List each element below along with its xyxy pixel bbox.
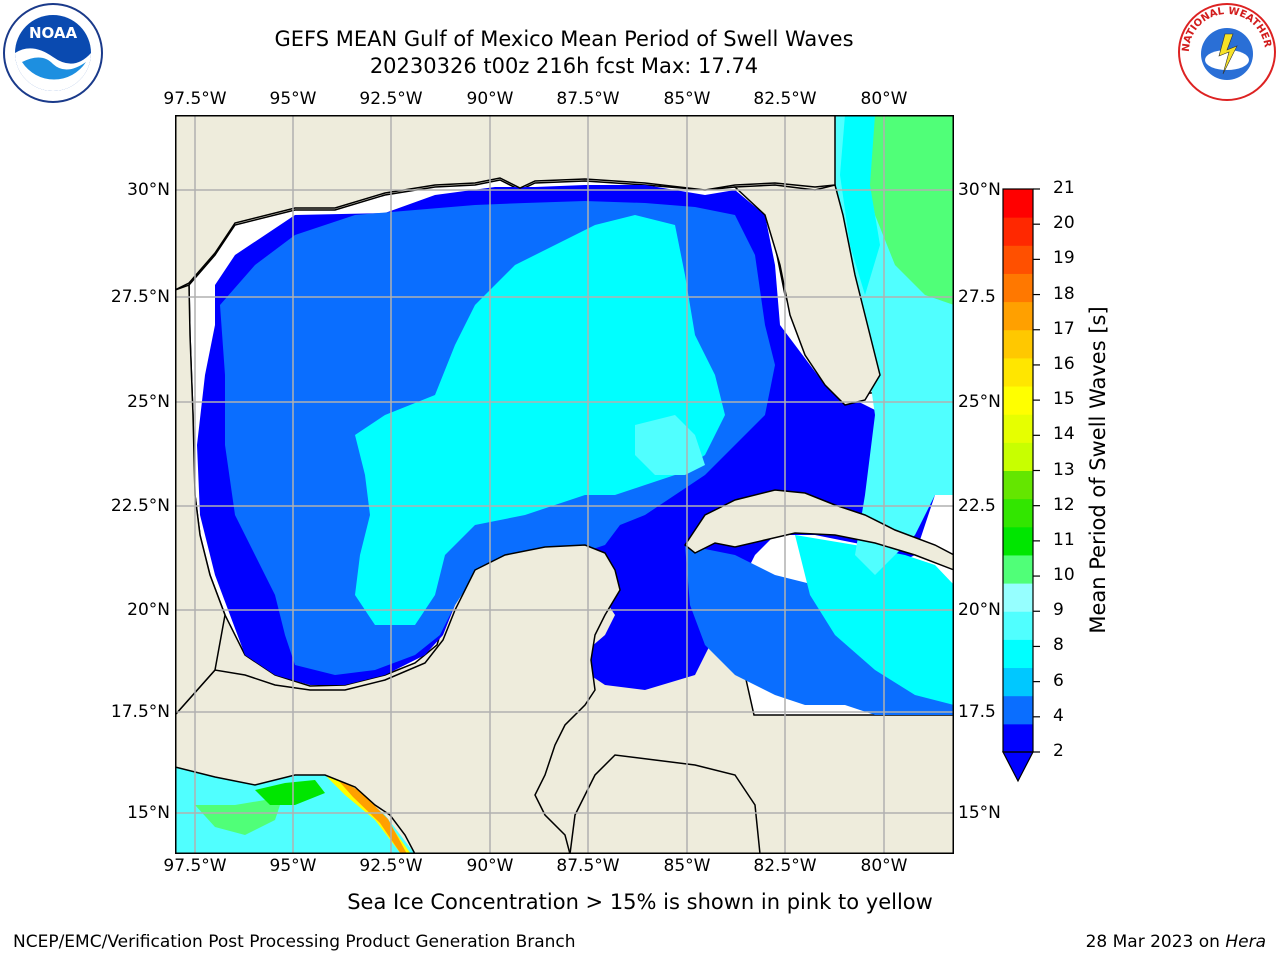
colorbar-swatch (1003, 442, 1033, 471)
lon-label-top: 80°W (860, 89, 908, 109)
us-coast-land (175, 115, 836, 291)
lat-label-right: 20°N (958, 600, 1001, 620)
colorbar-swatches (1003, 189, 1033, 753)
colorbar-tick-label: 14 (1053, 424, 1075, 445)
lat-label-left: 22.5°N (110, 496, 170, 516)
noaa-logo: NOAA (2, 2, 104, 104)
colorbar-swatch (1003, 273, 1033, 303)
lat-label-left: 15°N (127, 803, 170, 823)
grid-lines (175, 115, 954, 854)
central-america-land (569, 754, 761, 854)
colorbar-tick-label: 9 (1053, 600, 1064, 621)
colorbar-swatch (1003, 189, 1033, 218)
colorbar-swatch (1003, 554, 1033, 584)
period-band-6 (355, 215, 725, 625)
pacific-band-11 (255, 780, 325, 805)
colorbar (1002, 188, 1040, 783)
colorbar-tick-label: 11 (1053, 529, 1075, 550)
lon-label-bottom: 95°W (269, 856, 317, 876)
colorbar-tick-label: 17 (1053, 318, 1075, 339)
sea-ice-note: Sea Ice Concentration > 15% is shown in … (347, 890, 933, 914)
lon-label-top: 90°W (466, 89, 514, 109)
lat-label-left: 17.5°N (110, 702, 170, 722)
lat-label-right: 30°N (958, 180, 1001, 200)
lat-label-right: 25°N (958, 392, 1001, 412)
lon-label-top: 97.5°W (163, 89, 227, 109)
colorbar-tick-label: 18 (1053, 283, 1075, 304)
mexico-land (175, 283, 226, 717)
footer-host: Hera (1225, 932, 1266, 952)
lon-label-bottom: 87.5°W (556, 856, 620, 876)
colorbar-swatch (1003, 329, 1033, 359)
map-panel (175, 115, 954, 854)
colorbar-extend-arrow (1002, 751, 1034, 783)
lat-label-left: 30°N (127, 180, 170, 200)
colorbar-tick-label: 8 (1053, 635, 1064, 656)
colorbar-swatch (1003, 498, 1033, 528)
chart-title: GEFS MEAN Gulf of Mexico Mean Period of … (274, 27, 854, 51)
colorbar-swatch (1003, 695, 1033, 725)
colorbar-tick-label: 20 (1053, 213, 1075, 234)
lon-label-bottom: 82.5°W (753, 856, 817, 876)
colorbar-tick-label: 16 (1053, 353, 1075, 374)
colorbar-swatch (1003, 245, 1033, 274)
nws-logo: NATIONAL WEATHER SERVICE (1173, 0, 1277, 102)
colorbar-swatch (1003, 667, 1033, 697)
colorbar-tick-label: 2 (1053, 741, 1064, 761)
footer-date-text: 28 Mar 2023 on (1085, 932, 1226, 952)
period-band-6-south (795, 535, 954, 705)
lon-label-bottom: 90°W (466, 856, 514, 876)
colorbar-swatch (1003, 217, 1033, 246)
lat-label-left: 27.5°N (110, 287, 170, 307)
colorbar-swatch (1003, 723, 1033, 753)
colorbar-swatch (1003, 639, 1033, 669)
lat-label-left: 20°N (127, 600, 170, 620)
lat-label-right: 22.5 (958, 496, 996, 516)
colorbar-label: Mean Period of Swell Waves [s] (1086, 306, 1110, 634)
colorbar-swatch (1003, 414, 1033, 443)
lon-label-top: 85°W (663, 89, 711, 109)
lon-label-bottom: 97.5°W (163, 856, 227, 876)
map-frame (175, 115, 954, 854)
colorbar-swatch (1003, 301, 1033, 331)
lon-label-bottom: 85°W (663, 856, 711, 876)
colorbar-tick-label: 13 (1053, 459, 1075, 480)
colorbar-swatch (1003, 386, 1033, 415)
colorbar-swatch (1003, 357, 1033, 387)
colorbar-swatch (1003, 583, 1033, 612)
lon-label-top: 92.5°W (359, 89, 423, 109)
lat-label-right: 15°N (958, 803, 1001, 823)
colorbar-tick-label: 12 (1053, 494, 1075, 515)
footer-credit: NCEP/EMC/Verification Post Processing Pr… (13, 932, 576, 952)
colorbar-tick-label: 19 (1053, 248, 1075, 269)
chart-subtitle: 20230326 t00z 216h fcst Max: 17.74 (369, 54, 759, 78)
lon-label-top: 87.5°W (556, 89, 620, 109)
colorbar-tick-label: 10 (1053, 565, 1075, 586)
svg-text:NOAA: NOAA (29, 24, 78, 42)
lat-label-right: 27.5 (958, 287, 996, 307)
cuba-land (683, 489, 954, 571)
lat-label-right: 17.5 (958, 702, 996, 722)
lon-label-bottom: 80°W (860, 856, 908, 876)
colorbar-tick-label: 15 (1053, 389, 1075, 410)
colorbar-swatch (1003, 611, 1033, 640)
lon-label-top: 95°W (269, 89, 317, 109)
colorbar-swatch (1003, 470, 1033, 500)
colorbar-tick-label: 4 (1053, 705, 1064, 726)
pacific-band-18 (337, 779, 407, 854)
lon-label-bottom: 92.5°W (359, 856, 423, 876)
period-band-10-atlantic (865, 115, 954, 305)
footer-date: 28 Mar 2023 on Hera (1086, 932, 1266, 952)
colorbar-tick-label: 6 (1053, 670, 1064, 691)
colorbar-swatch (1003, 526, 1033, 556)
lon-label-top: 82.5°W (753, 89, 817, 109)
lat-label-left: 25°N (127, 392, 170, 412)
period-band-6-atlantic (840, 115, 880, 295)
colorbar-tick-label: 21 (1053, 178, 1075, 198)
